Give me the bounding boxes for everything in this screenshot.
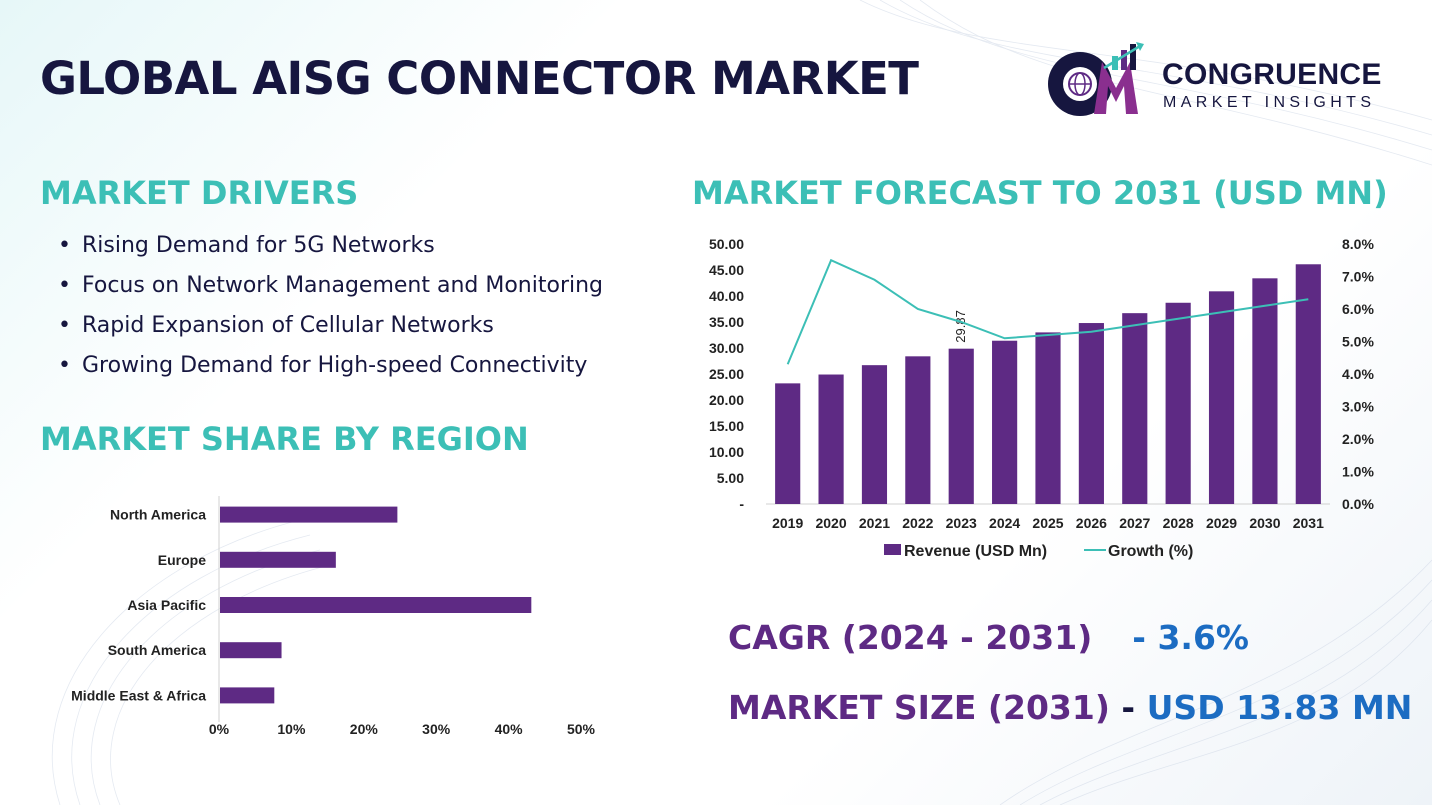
driver-item: • Rising Demand for 5G Networks — [58, 228, 603, 268]
y-right-tick-label: 3.0% — [1342, 399, 1374, 415]
y-left-tick-label: 20.00 — [709, 392, 744, 408]
market-size-value: USD 13.83 MN — [1146, 688, 1413, 727]
forecast-chart: - 5.00 10.00 15.00 20.00 25.00 30.00 35.00 40.00… — [709, 236, 1375, 560]
y-right-tick-label: 6.0% — [1342, 301, 1374, 317]
x-tick-label: 2022 — [902, 515, 933, 531]
driver-text: Rising Demand for 5G Networks — [82, 233, 435, 258]
legend-revenue-swatch — [884, 544, 901, 555]
driver-item: • Growing Demand for High-speed Connectiv… — [58, 348, 603, 388]
y-left-tick-label: - — [739, 496, 744, 512]
bar-europe — [220, 551, 336, 568]
x-tick-label: 2023 — [946, 515, 977, 531]
drivers-list: • Rising Demand for 5G Networks • Focus on… — [58, 228, 603, 388]
revenue-bar-2021 — [861, 365, 888, 504]
cagr-row: CAGR (2024 - 2031) - 3.6% — [728, 618, 1249, 657]
cagr-value: - 3.6% — [1132, 618, 1249, 657]
bullet-icon: • — [58, 353, 71, 378]
category-label: Europe — [158, 552, 206, 568]
x-tick-label: 2026 — [1076, 515, 1107, 531]
y-right-tick-label: 2.0% — [1342, 431, 1374, 447]
region-share-chart: North America Europe Asia Pacific South Ame… — [71, 496, 596, 737]
y-left-tick-label: 10.00 — [709, 444, 744, 460]
driver-item: • Focus on Network Management and Monitor… — [58, 268, 603, 308]
bar-asia-pacific — [220, 597, 532, 613]
revenue-bar-2020 — [818, 374, 844, 504]
bullet-icon: • — [58, 273, 71, 298]
y-right-tick-label: 1.0% — [1342, 464, 1374, 480]
y-left-tick-label: 45.00 — [709, 262, 744, 278]
company-logo: CONGRUENCE MARKET INSIGHTS — [1044, 40, 1394, 120]
revenue-bar-2030 — [1252, 278, 1278, 504]
market-size-separator: - — [1121, 688, 1136, 727]
category-label: North America — [110, 507, 206, 523]
market-share-heading: MARKET SHARE BY REGION — [40, 420, 529, 458]
y-right-tick-label: 4.0% — [1342, 366, 1374, 382]
y-right-tick-label: 7.0% — [1342, 269, 1374, 285]
y-left-tick-label: 25.00 — [709, 366, 744, 382]
bullet-icon: • — [58, 233, 71, 258]
revenue-bar-2029 — [1208, 291, 1235, 504]
x-tick-label: 2021 — [859, 515, 890, 531]
bar-middle-east-africa — [220, 687, 275, 704]
y-left-tick-label: 40.00 — [709, 288, 744, 304]
market-drivers-heading: MARKET DRIVERS — [40, 174, 359, 212]
logo-text-congruence: CONGRUENCE — [1162, 58, 1382, 91]
legend-growth-label: Growth (%) — [1108, 543, 1193, 560]
revenue-bar-2027 — [1122, 313, 1148, 504]
x-tick-label: 2028 — [1163, 515, 1194, 531]
driver-text: Focus on Network Management and Monitori… — [82, 273, 604, 298]
x-tick-label: 2029 — [1206, 515, 1237, 531]
category-label: Asia Pacific — [127, 597, 206, 613]
revenue-bar-2028 — [1165, 302, 1191, 504]
market-forecast-heading: MARKET FORECAST TO 2031 (USD MN) — [692, 174, 1388, 212]
x-tick-label: 2020 — [815, 515, 846, 531]
growth-line — [786, 258, 1309, 365]
x-tick-label: 2027 — [1119, 515, 1150, 531]
revenue-bar-2023 — [948, 348, 974, 504]
x-tick-label: 2031 — [1293, 515, 1324, 531]
market-size-row: MARKET SIZE (2031) - USD 13.83 MN — [728, 688, 1412, 727]
market-size-label: MARKET SIZE (2031) — [728, 688, 1110, 727]
x-tick-label: 2025 — [1032, 515, 1063, 531]
logo-text-market-insights: MARKET INSIGHTS — [1163, 94, 1376, 111]
logo-mark-icon — [1048, 42, 1144, 116]
x-tick-label: 20% — [350, 721, 379, 737]
x-tick-label: 2030 — [1249, 515, 1280, 531]
driver-text: Rapid Expansion of Cellular Networks — [82, 313, 494, 338]
page-title: GLOBAL AISG CONNECTOR MARKET — [40, 52, 919, 105]
y-left-tick-label: 30.00 — [709, 340, 744, 356]
x-tick-label: 50% — [567, 721, 596, 737]
bar-south-america — [220, 642, 282, 659]
x-tick-label: 2019 — [772, 515, 803, 531]
revenue-bar-2022 — [905, 356, 931, 504]
revenue-bar-2025 — [1035, 332, 1061, 504]
x-tick-label: 2024 — [989, 515, 1020, 531]
revenue-bar-2024 — [992, 340, 1018, 504]
y-left-tick-label: 5.00 — [717, 470, 744, 486]
x-tick-label: 30% — [422, 721, 451, 737]
revenue-bar-2031 — [1295, 264, 1321, 504]
y-left-tick-label: 15.00 — [709, 418, 744, 434]
revenue-bar-2019 — [775, 383, 801, 504]
bullet-icon: • — [58, 313, 71, 338]
revenue-bar-2026 — [1078, 323, 1104, 504]
y-left-tick-label: 50.00 — [709, 236, 744, 252]
cagr-label: CAGR (2024 - 2031) — [728, 618, 1093, 657]
legend-revenue-label: Revenue (USD Mn) — [904, 543, 1047, 560]
y-right-tick-label: 5.0% — [1342, 334, 1374, 350]
bar-data-label: 29.87 — [953, 310, 968, 343]
x-tick-label: 10% — [277, 721, 306, 737]
x-tick-label: 0% — [209, 721, 230, 737]
bar-north-america — [220, 506, 398, 523]
driver-text: Growing Demand for High-speed Connectivi… — [82, 353, 588, 378]
y-right-tick-label: 8.0% — [1342, 236, 1374, 252]
y-right-tick-label: 0.0% — [1342, 496, 1374, 512]
y-left-tick-label: 35.00 — [709, 314, 744, 330]
x-tick-label: 40% — [495, 721, 524, 737]
category-label: Middle East & Africa — [71, 687, 206, 703]
category-label: South America — [108, 642, 206, 658]
driver-item: • Rapid Expansion of Cellular Networks — [58, 308, 603, 348]
